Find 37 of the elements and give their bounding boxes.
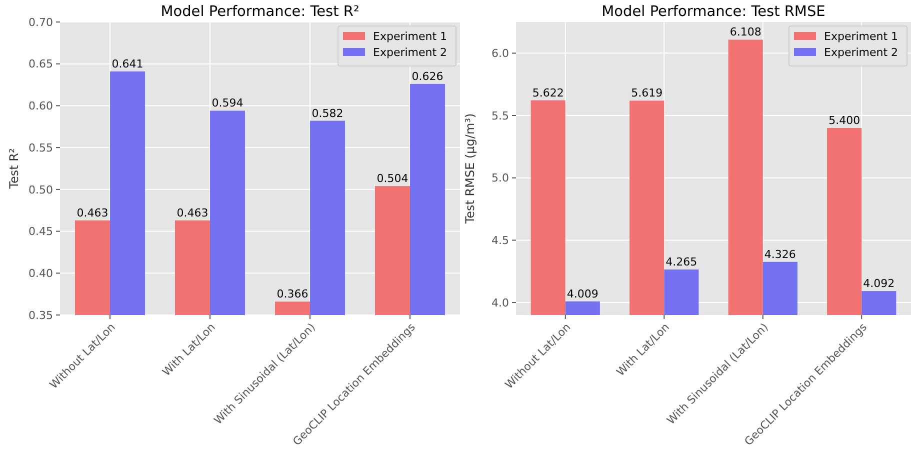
text: 4.009 — [566, 287, 598, 300]
chart-title: Model Performance: Test RMSE — [602, 4, 826, 20]
legend-label: Experiment 2 — [824, 46, 898, 59]
legend-label: Experiment 1 — [373, 30, 448, 43]
text: 4.092 — [863, 277, 895, 290]
y-tick-label: 0.40 — [28, 266, 53, 280]
text: 5.622 — [532, 86, 564, 100]
legend-label: Experiment 2 — [373, 46, 448, 59]
y-tick-label: 4.5 — [492, 234, 509, 248]
data-label: 0.626 — [412, 70, 444, 83]
y-tick-label: 4.0 — [492, 296, 509, 310]
data-label: 0.594 — [212, 96, 244, 110]
data-label: 0.582 — [312, 106, 344, 120]
y-axis-title: Test RMSE (µg/m³) — [463, 113, 477, 225]
legend-label: Experiment 1 — [824, 30, 898, 43]
y-tick-label: 5.5 — [492, 109, 509, 122]
y-tick-label: 0.55 — [28, 141, 53, 154]
y-tick-label: 0.45 — [28, 225, 53, 238]
data-label: 0.641 — [112, 57, 144, 70]
y-tick-label: 0.70 — [28, 16, 53, 29]
chart-title: Model Performance: Test R² — [160, 4, 360, 20]
y-axis-title: Test R² — [7, 148, 21, 190]
text: 4.265 — [666, 255, 698, 268]
y-tick-label: 6.0 — [492, 47, 509, 60]
data-label: 0.504 — [376, 172, 408, 186]
y-tick-label: 0.65 — [28, 58, 53, 71]
data-label: 0.463 — [76, 206, 108, 220]
y-tick-label: 5.0 — [492, 172, 509, 185]
y-tick-label: 0.50 — [28, 183, 53, 196]
y-tick-label: 0.35 — [28, 308, 53, 322]
text: 4.326 — [764, 248, 796, 261]
text: 6.108 — [730, 26, 762, 39]
text: 5.400 — [828, 114, 860, 127]
text: 5.619 — [631, 86, 663, 100]
data-label: 0.366 — [276, 288, 308, 301]
data-label: 0.463 — [176, 206, 208, 220]
y-tick-label: 0.60 — [28, 100, 53, 113]
